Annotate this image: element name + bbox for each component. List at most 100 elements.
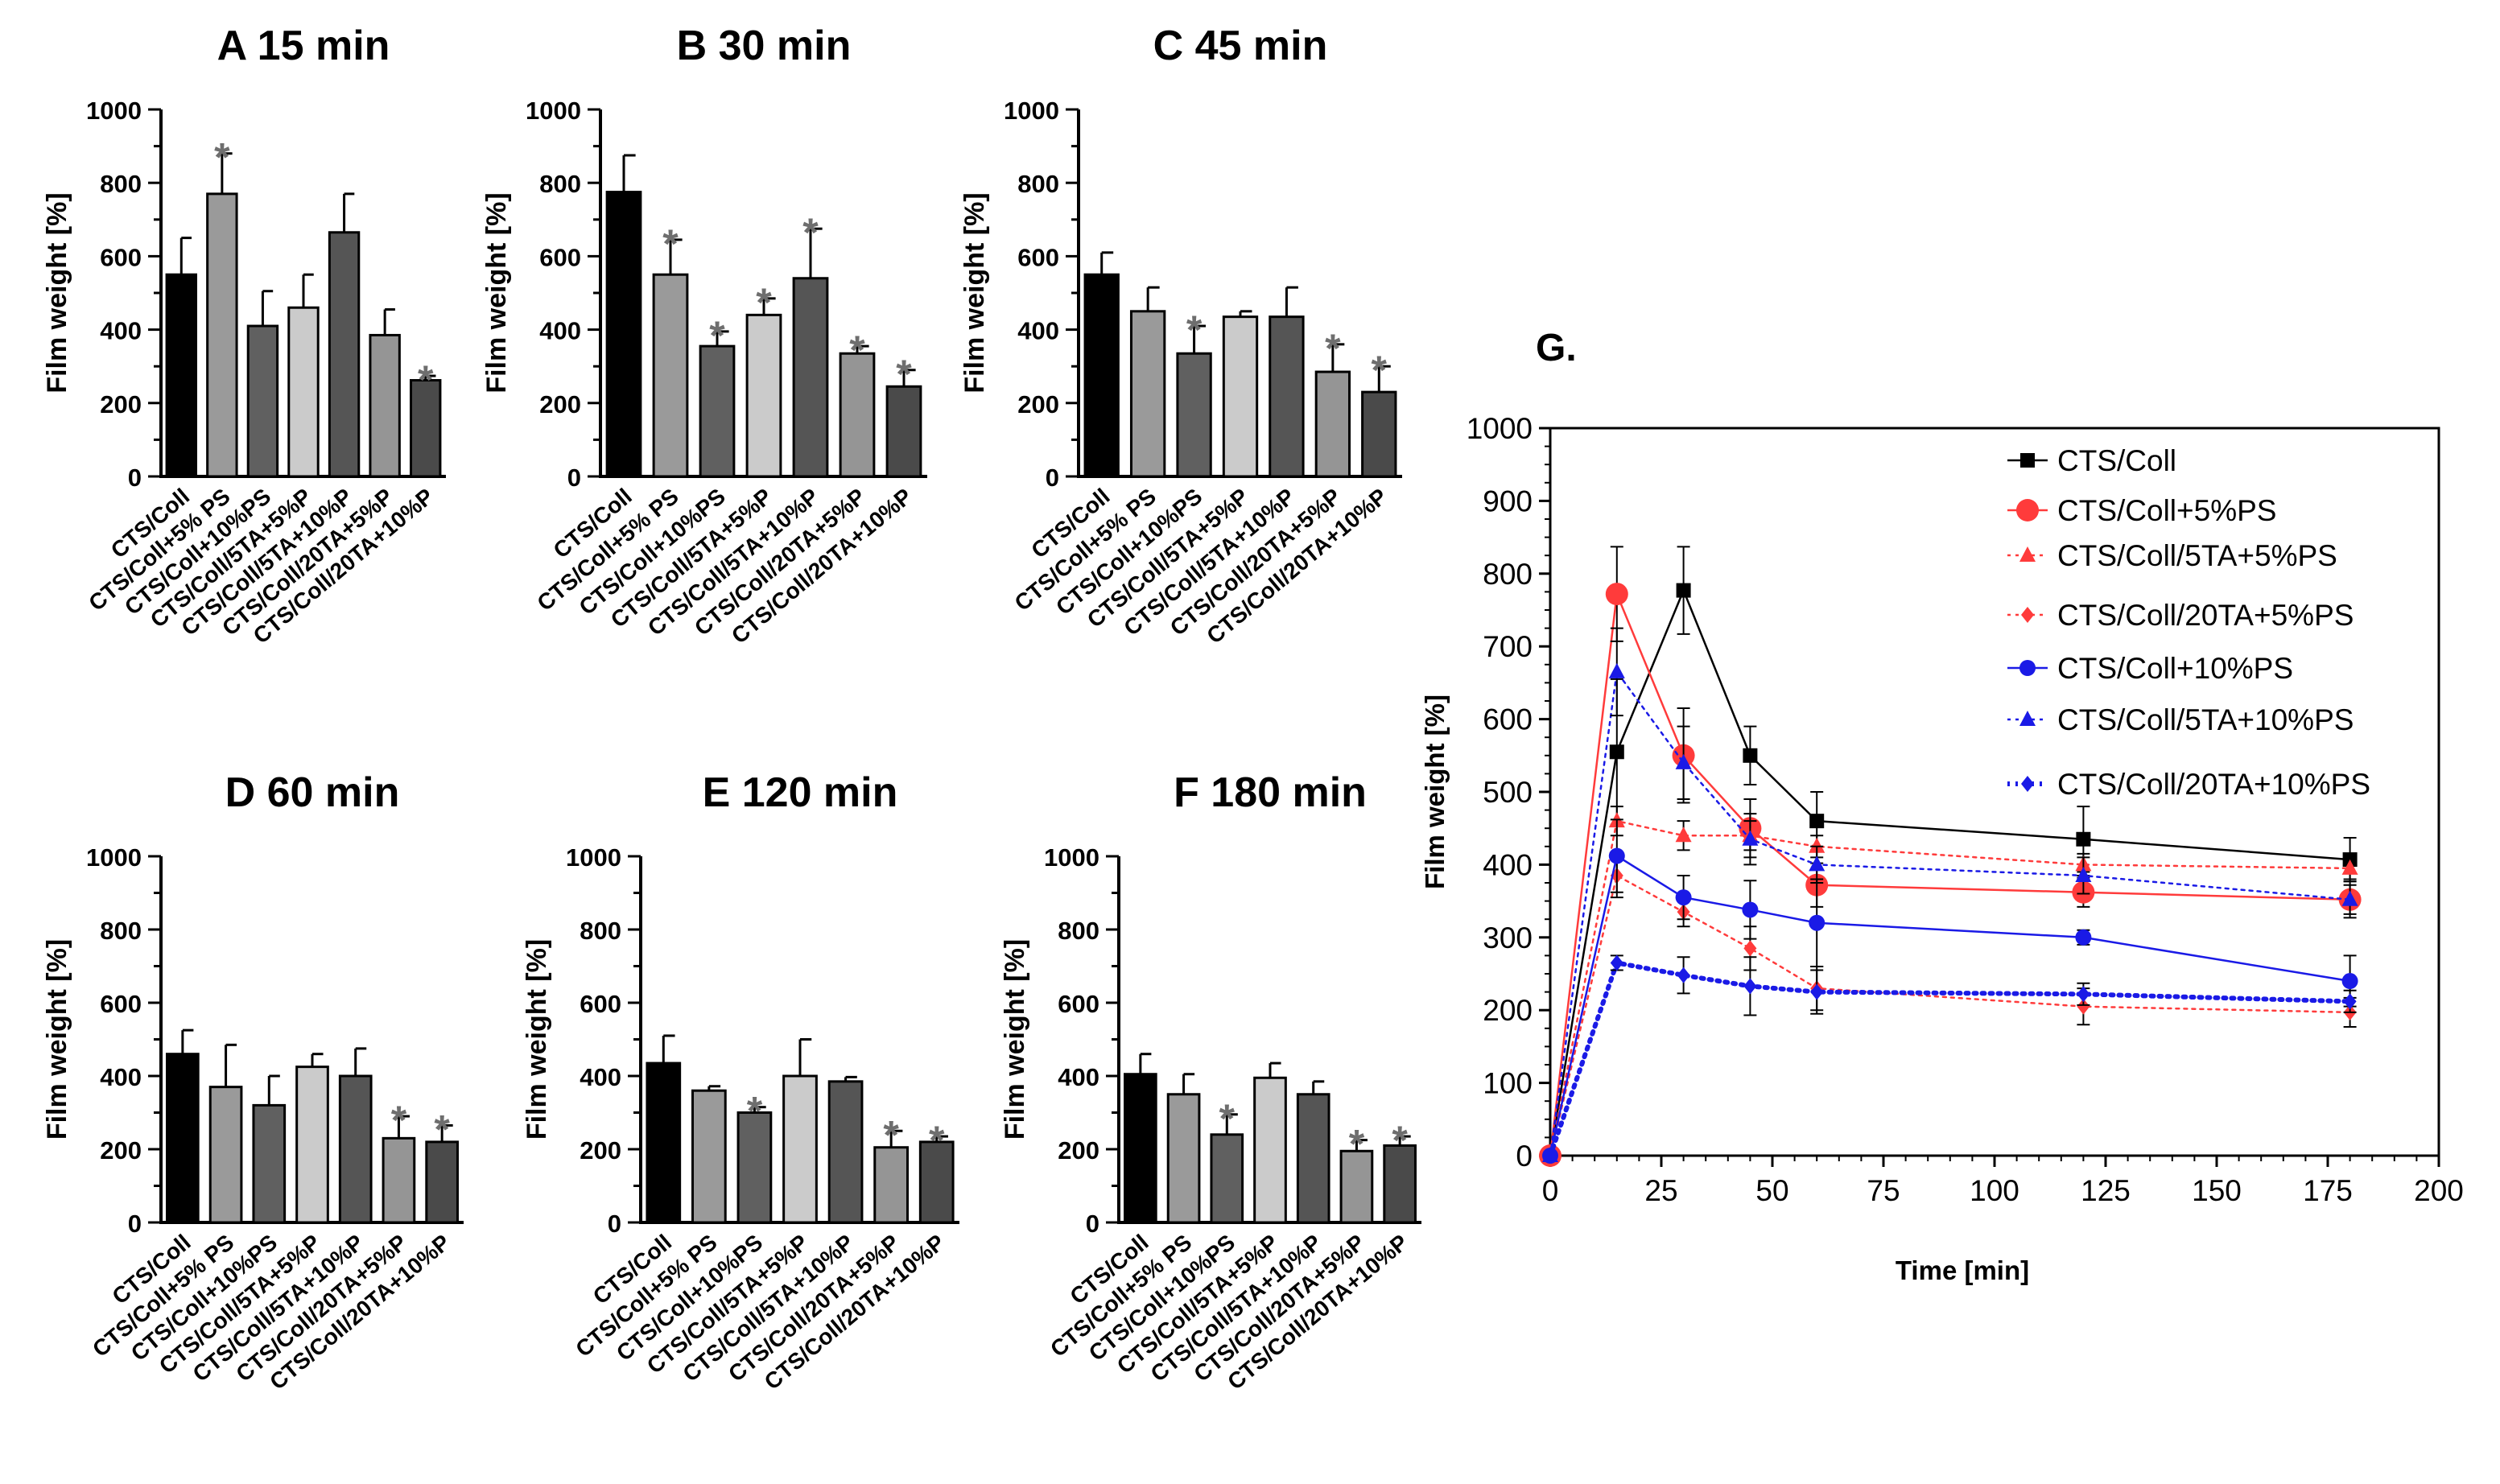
data-point	[2077, 998, 2090, 1015]
bar	[885, 385, 922, 478]
significance-star: *	[1392, 1118, 1408, 1163]
bar	[246, 324, 279, 478]
panel-title: G.	[1536, 327, 1577, 369]
significance-star: *	[849, 328, 865, 373]
data-point	[1676, 583, 1691, 598]
bar	[699, 344, 736, 478]
line-panel-g: G. 0 100 200 300 400 500 600 700 800 900 1000 0 25 50 7…	[1420, 327, 2464, 1285]
x-tick-label: 0	[1542, 1174, 1559, 1207]
bar	[425, 1140, 459, 1224]
significance-star: *	[418, 357, 434, 402]
data-point	[1677, 967, 1690, 983]
data-point	[2343, 993, 2357, 1010]
y-tick-label: 900	[1483, 484, 1533, 517]
bar	[369, 333, 401, 478]
bar	[1269, 315, 1305, 478]
significance-star: *	[1325, 326, 1341, 371]
data-point	[1675, 889, 1692, 906]
x-tick-label: 200	[2414, 1174, 2464, 1207]
y-tick-label: 200	[1483, 994, 1533, 1027]
y-tick-label: 400	[1058, 1063, 1099, 1091]
bar	[605, 191, 642, 478]
legend-marker	[2021, 607, 2034, 623]
bar-panel-b: B 30 min Film weight [%] 0 200 400 600 800 1000…	[481, 23, 927, 649]
y-tick-label: 0	[1516, 1140, 1533, 1173]
y-axis-label: Film weight [%]	[1420, 695, 1450, 889]
y-tick-label: 800	[580, 917, 621, 945]
bar	[736, 1111, 773, 1224]
data-point	[1608, 847, 1625, 864]
legend-label: CTS/Coll/20TA+10%PS	[2057, 768, 2370, 801]
series-line	[1549, 874, 2351, 1157]
y-tick-label: 100	[1483, 1067, 1533, 1100]
y-tick-label: 200	[539, 390, 581, 418]
y-tick-label: 600	[1058, 990, 1099, 1018]
y-tick-label: 400	[539, 317, 581, 345]
significance-star: *	[756, 280, 772, 325]
bar	[295, 1066, 329, 1224]
data-point	[1743, 978, 1757, 995]
y-tick-label: 200	[580, 1136, 621, 1165]
bar	[839, 352, 876, 478]
legend-label: CTS/Coll/20TA+5%PS	[2057, 599, 2354, 632]
bar	[252, 1103, 287, 1224]
bar	[652, 273, 689, 478]
significance-star: *	[896, 352, 912, 397]
x-tick-label: 50	[1755, 1174, 1788, 1207]
bar	[792, 277, 829, 478]
significance-star: *	[709, 313, 725, 358]
bar	[827, 1080, 864, 1224]
y-tick-label: 200	[1017, 390, 1059, 418]
bar	[1176, 352, 1212, 478]
y-tick-label: 1000	[86, 97, 142, 125]
data-point	[1810, 983, 1824, 1000]
bar	[1083, 273, 1120, 478]
bar	[1222, 315, 1259, 478]
data-point	[1809, 814, 1825, 829]
panel-title: C 45 min	[1153, 23, 1328, 69]
y-tick-label: 1000	[526, 97, 581, 125]
panel-title: A 15 min	[217, 23, 390, 69]
y-tick-label: 300	[1483, 921, 1533, 954]
legend-label: CTS/Coll/5TA+5%PS	[2057, 539, 2337, 572]
series-line	[1549, 854, 2351, 1157]
y-tick-label: 1000	[1044, 843, 1099, 872]
legend-marker	[2019, 660, 2036, 676]
x-tick-label: 25	[1644, 1174, 1677, 1207]
bar	[166, 1053, 200, 1224]
significance-star: *	[214, 135, 230, 180]
y-axis-label: Film weight [%]	[481, 192, 512, 393]
data-point	[1742, 830, 1759, 846]
y-tick-label: 800	[1058, 917, 1099, 945]
data-point	[1605, 583, 1628, 606]
y-tick-label: 800	[1483, 558, 1533, 591]
bar	[1253, 1076, 1287, 1224]
data-point	[1675, 827, 1692, 843]
data-point	[1742, 901, 1759, 918]
data-point	[2341, 973, 2358, 990]
significance-star: *	[434, 1107, 450, 1152]
x-tick-label: 75	[1867, 1174, 1900, 1207]
legend-marker	[2019, 711, 2036, 726]
bar-panel-e: E 120 min Film weight [%] 0 200 400 600 800 100…	[522, 769, 959, 1395]
y-tick-label: 600	[1483, 703, 1533, 736]
y-tick-label: 800	[1017, 170, 1059, 198]
y-tick-label: 1000	[86, 843, 142, 872]
y-tick-label: 200	[100, 1136, 142, 1165]
bar	[328, 231, 361, 478]
y-tick-label: 800	[100, 170, 142, 198]
y-axis-label: Film weight [%]	[1000, 939, 1030, 1140]
data-point	[2075, 929, 2092, 946]
data-point	[1610, 954, 1623, 971]
data-point	[1743, 748, 1758, 763]
bar	[782, 1074, 818, 1224]
legend-marker	[2016, 499, 2039, 521]
data-point	[1809, 855, 1825, 872]
significance-star: *	[1186, 307, 1203, 352]
panel-title: B 30 min	[677, 23, 852, 69]
y-tick-label: 400	[1483, 848, 1533, 881]
bar	[1383, 1144, 1417, 1224]
y-tick-label: 200	[100, 390, 142, 418]
bar	[206, 192, 238, 478]
data-point	[1608, 662, 1625, 678]
